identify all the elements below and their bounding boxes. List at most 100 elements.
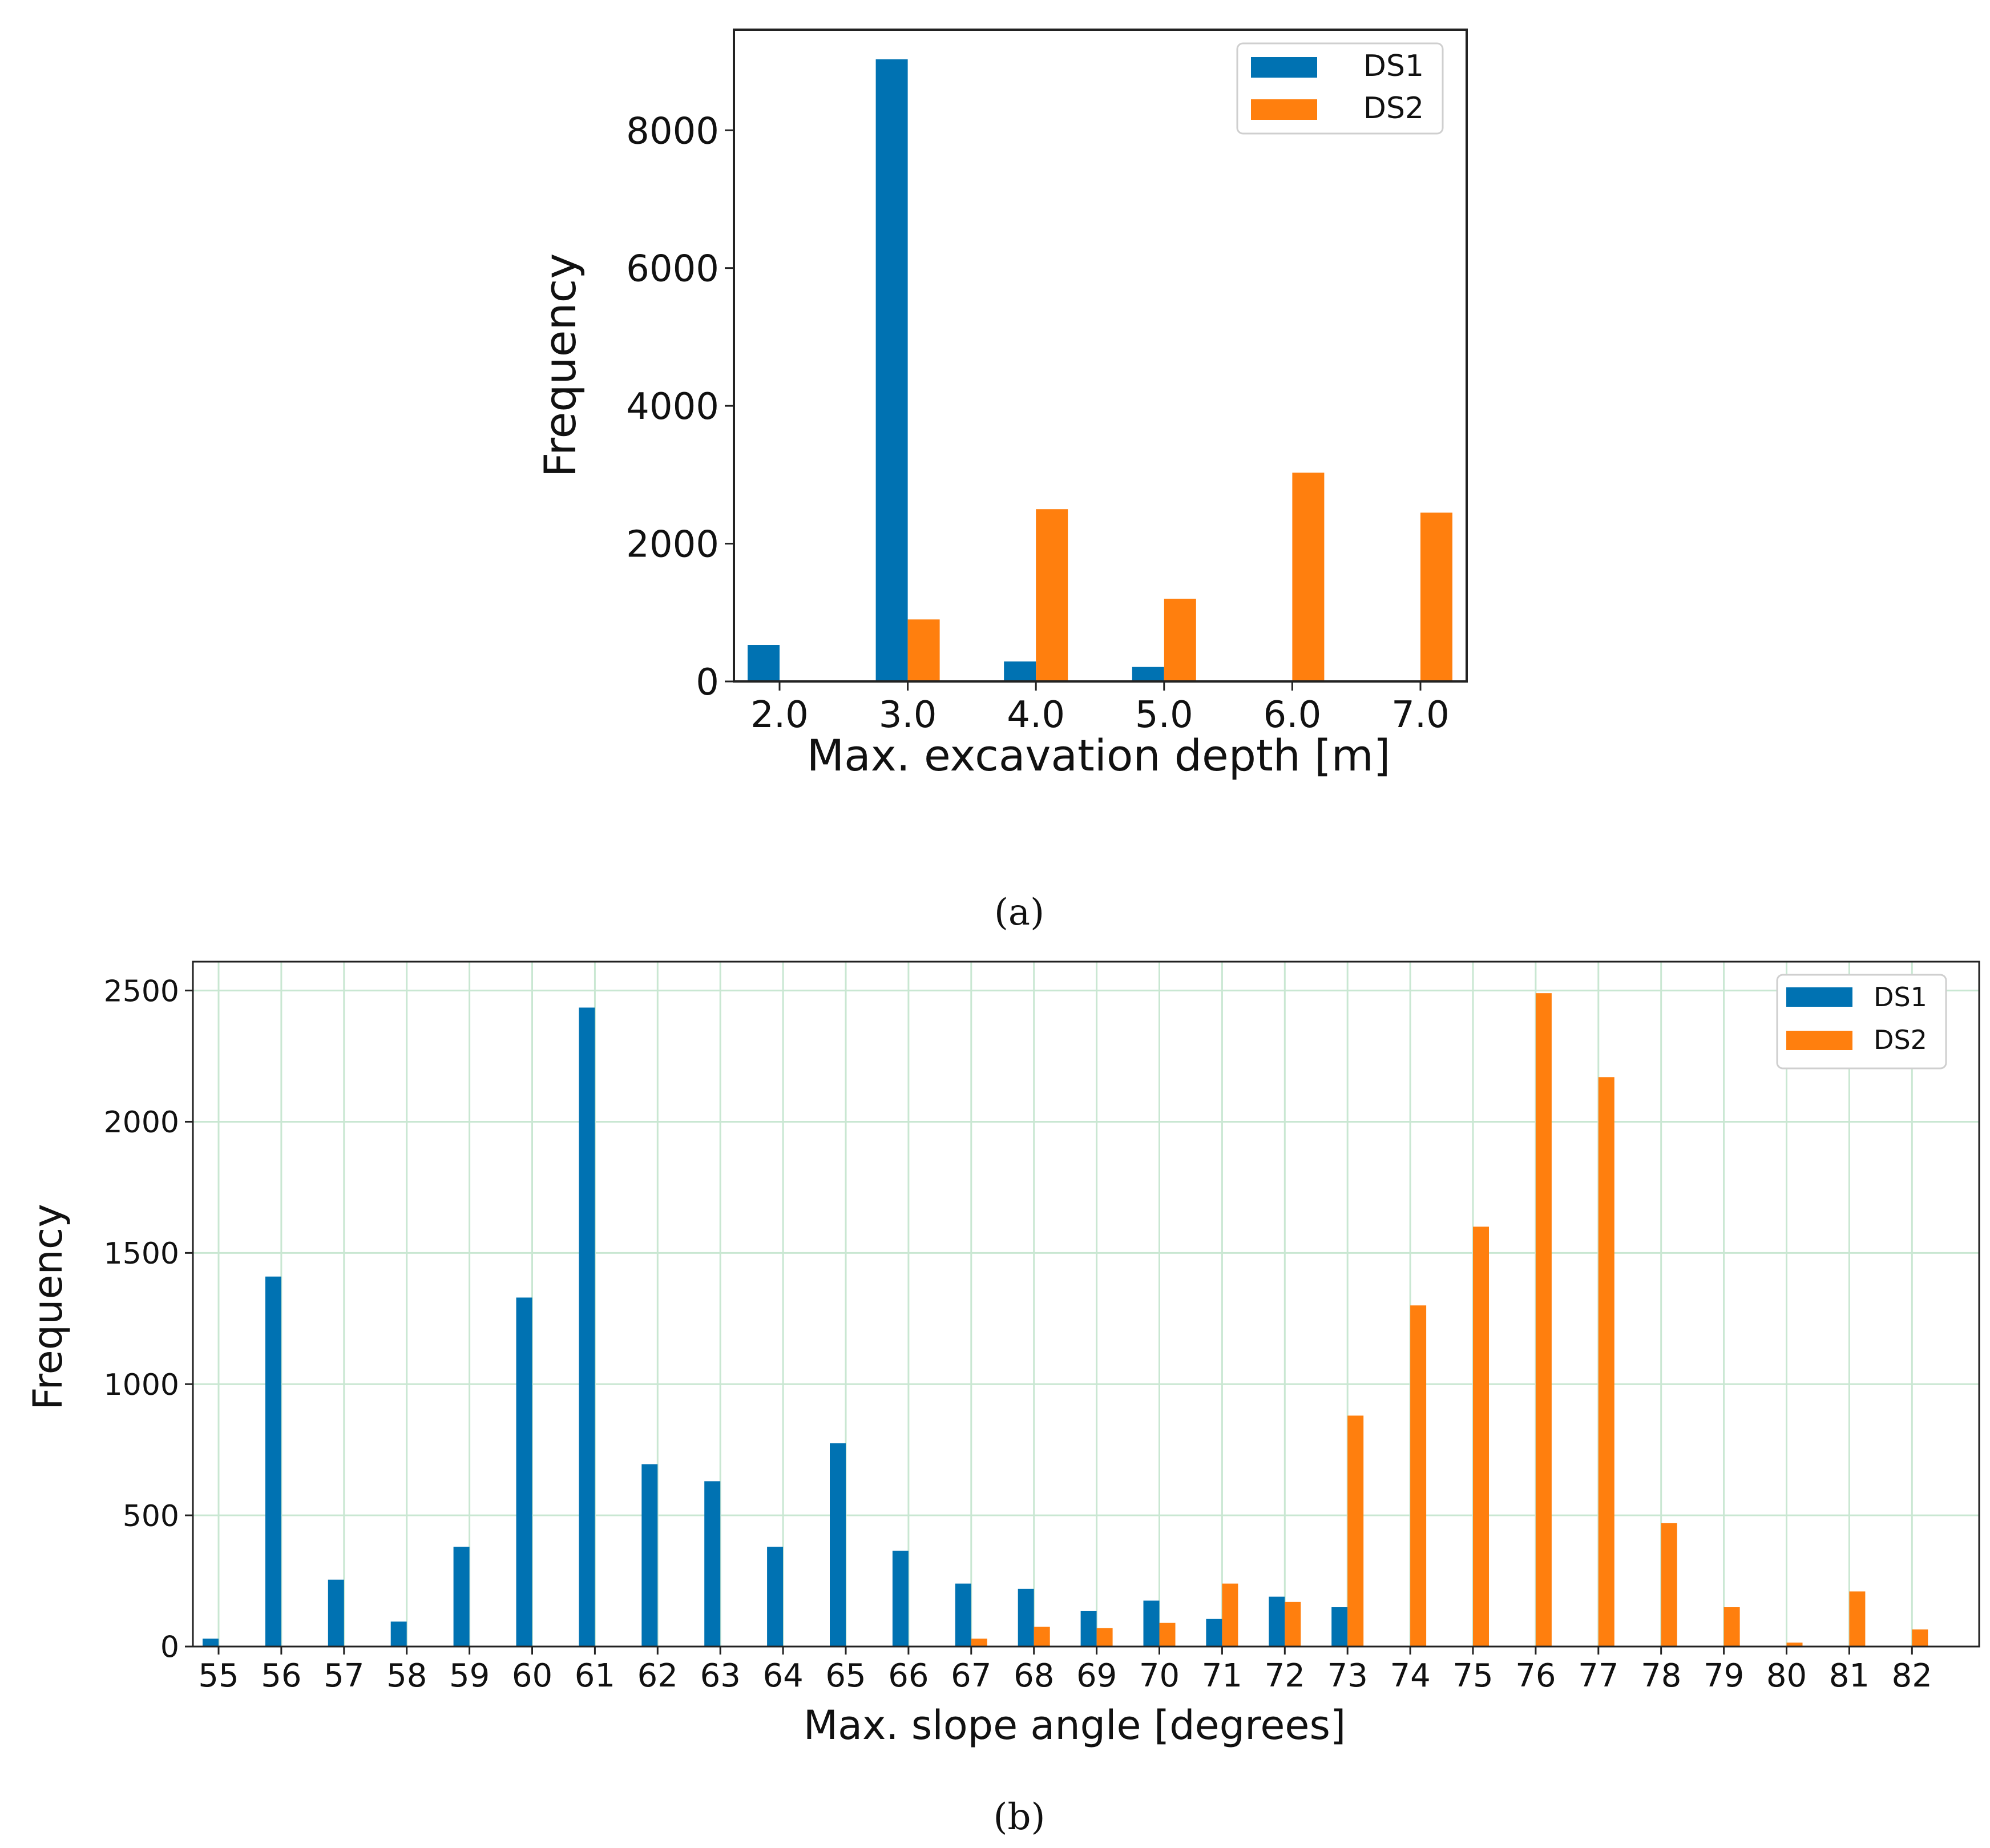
chart-b-x-tick-label: 60 <box>512 1657 552 1694</box>
chart-b-legend-swatch-ds2 <box>1786 1031 1852 1050</box>
chart-b-x-tick-label: 78 <box>1641 1657 1681 1694</box>
chart-a-x-tick-label: 3.0 <box>879 694 937 736</box>
chart-b-bar-ds1-61 <box>579 1007 595 1647</box>
chart-b-x-tick-label: 71 <box>1202 1657 1242 1694</box>
chart-a-bar-ds1-3.0 <box>875 59 908 682</box>
chart-b-legend-label-ds1: DS1 <box>1874 982 1927 1012</box>
chart-a-x-tick-label: 5.0 <box>1135 694 1193 736</box>
chart-b-x-tick-label: 79 <box>1704 1657 1744 1694</box>
chart-b-x-tick-label: 67 <box>951 1657 991 1694</box>
chart-a-x-tick-label: 2.0 <box>750 694 809 736</box>
chart-b-y-ticks: 0 500 1000 1500 2000 2500 <box>104 974 193 1665</box>
chart-b-bar-ds1-56 <box>265 1276 281 1647</box>
chart-b-bar-ds2-69 <box>1096 1628 1113 1647</box>
chart-a-legend: DS1 DS2 <box>1236 42 1444 135</box>
chart-b-bar-ds1-57 <box>328 1579 344 1647</box>
chart-b-legend-swatch-ds1 <box>1786 987 1852 1007</box>
caption-a: (a) <box>994 891 1044 934</box>
chart-a-bars <box>748 59 1452 682</box>
chart-a: 0 2000 4000 6000 8000 2.0 3.0 4.0 5.0 6.0 7.0 Max… <box>535 29 1468 781</box>
chart-b-y-tick-label: 2000 <box>104 1105 179 1140</box>
chart-b-x-tick-label: 63 <box>700 1657 741 1694</box>
chart-b-bar-ds2-75 <box>1473 1226 1489 1647</box>
chart-b-x-tick-label: 75 <box>1452 1657 1493 1694</box>
chart-b-y-tick-label: 1000 <box>104 1368 179 1402</box>
chart-b-x-tick-label: 56 <box>261 1657 301 1694</box>
chart-b-bar-ds2-74 <box>1410 1305 1427 1647</box>
chart-b-bar-ds1-62 <box>641 1464 658 1647</box>
chart-b-bar-ds2-78 <box>1661 1523 1677 1647</box>
chart-b-bar-ds2-70 <box>1159 1623 1176 1647</box>
chart-b-bar-ds1-60 <box>516 1297 532 1647</box>
chart-b-bar-ds2-71 <box>1222 1583 1238 1647</box>
chart-a-legend-swatch-ds1 <box>1251 57 1317 78</box>
chart-b-bar-ds1-72 <box>1269 1596 1285 1647</box>
chart-a-legend-label-ds1: DS1 <box>1363 49 1424 83</box>
chart-b-bar-ds1-64 <box>767 1547 784 1647</box>
chart-b-bar-ds1-66 <box>892 1551 909 1647</box>
chart-b-bar-ds1-67 <box>955 1583 971 1647</box>
chart-b-bar-ds1-73 <box>1331 1607 1348 1647</box>
chart-b-y-tick-label: 0 <box>160 1631 179 1665</box>
chart-a-bar-ds1-4.0 <box>1004 661 1036 681</box>
chart-a-bar-ds2-6.0 <box>1292 473 1325 681</box>
chart-a-y-tick-label: 0 <box>696 661 719 704</box>
chart-b-x-tick-label: 61 <box>575 1657 615 1694</box>
chart-b-x-tick-label: 72 <box>1265 1657 1305 1694</box>
chart-b-x-tick-label: 76 <box>1515 1657 1556 1694</box>
caption-b: (b) <box>994 1796 1046 1838</box>
chart-b-bars <box>203 993 1928 1647</box>
chart-a-x-tick-label: 7.0 <box>1391 694 1450 736</box>
chart-b-bar-ds1-70 <box>1143 1600 1160 1647</box>
chart-b-x-tick-label: 73 <box>1327 1657 1368 1694</box>
chart-b-x-tick-label: 65 <box>825 1657 866 1694</box>
chart-a-y-tick-label: 4000 <box>626 386 719 428</box>
chart-b-x-tick-label: 69 <box>1076 1657 1117 1694</box>
chart-b-x-tick-label: 70 <box>1139 1657 1180 1694</box>
chart-b-x-tick-label: 64 <box>762 1657 803 1694</box>
chart-a-legend-swatch-ds2 <box>1251 99 1317 120</box>
chart-a-x-ticks: 2.0 3.0 4.0 5.0 6.0 7.0 <box>750 681 1450 736</box>
chart-b-bar-ds1-55 <box>203 1639 219 1647</box>
chart-b-bar-ds1-71 <box>1206 1619 1222 1647</box>
chart-b-x-tick-label: 66 <box>888 1657 929 1694</box>
chart-a-y-tick-label: 8000 <box>626 110 719 152</box>
chart-b-x-tick-label: 82 <box>1892 1657 1932 1694</box>
chart-b-x-tick-label: 58 <box>386 1657 427 1694</box>
chart-b-x-tick-label: 59 <box>449 1657 490 1694</box>
chart-b-x-tick-label: 55 <box>198 1657 239 1694</box>
chart-b-bar-ds1-59 <box>453 1547 470 1647</box>
chart-a-bar-ds1-2.0 <box>748 645 780 681</box>
chart-a-y-ticks: 0 2000 4000 6000 8000 <box>626 110 734 704</box>
chart-a-bar-ds1-5.0 <box>1132 667 1164 681</box>
chart-a-bar-ds2-7.0 <box>1420 513 1452 681</box>
chart-a-y-tick-label: 6000 <box>626 248 719 290</box>
chart-b-x-tick-label: 57 <box>324 1657 364 1694</box>
chart-b-y-tick-label: 1500 <box>104 1237 179 1271</box>
chart-b-y-tick-label: 500 <box>123 1499 179 1534</box>
chart-b-bar-ds1-68 <box>1018 1588 1034 1647</box>
chart-b-bar-ds1-58 <box>390 1621 407 1647</box>
chart-b-x-tick-label: 74 <box>1390 1657 1430 1694</box>
chart-b-bar-ds2-80 <box>1786 1643 1803 1647</box>
chart-b-plot-frame <box>192 961 1980 1648</box>
chart-a-x-tick-label: 4.0 <box>1007 694 1065 736</box>
chart-b-bar-ds2-72 <box>1285 1601 1301 1647</box>
chart-b-bar-ds1-63 <box>704 1481 721 1647</box>
chart-a-x-tick-label: 6.0 <box>1264 694 1322 736</box>
chart-a-bar-ds2-5.0 <box>1164 599 1196 681</box>
chart-b-x-ticks: 55 56 57 58 59 60 61 62 63 64 65 66 67 68 69 70 71 72 73 74… <box>198 1647 1932 1694</box>
chart-b-bar-ds1-69 <box>1080 1611 1097 1647</box>
chart-a-bar-ds2-3.0 <box>907 619 940 681</box>
chart-b-x-tick-label: 68 <box>1014 1657 1054 1694</box>
chart-b-bar-ds2-81 <box>1849 1591 1866 1647</box>
chart-b-y-tick-label: 2500 <box>104 974 179 1008</box>
chart-b-bar-ds2-73 <box>1347 1415 1364 1647</box>
chart-b-bar-ds2-76 <box>1535 993 1552 1647</box>
chart-a-x-axis-label: Max. excavation depth [m] <box>807 730 1391 781</box>
chart-b-bar-ds1-65 <box>830 1443 846 1647</box>
chart-a-bar-ds2-4.0 <box>1036 509 1068 681</box>
chart-b-bar-ds2-67 <box>971 1639 987 1647</box>
chart-b-bar-ds2-82 <box>1912 1629 1928 1647</box>
